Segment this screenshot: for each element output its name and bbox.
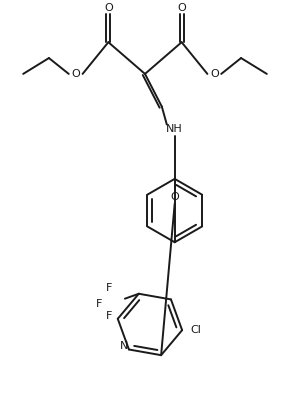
Text: F: F bbox=[96, 298, 102, 308]
Text: O: O bbox=[210, 69, 219, 79]
Text: N: N bbox=[120, 341, 128, 351]
Text: O: O bbox=[71, 69, 80, 79]
Text: O: O bbox=[170, 192, 179, 202]
Text: O: O bbox=[104, 3, 113, 13]
Text: F: F bbox=[106, 311, 112, 321]
Text: Cl: Cl bbox=[191, 325, 201, 335]
Text: F: F bbox=[106, 283, 112, 293]
Text: NH: NH bbox=[166, 125, 183, 134]
Text: O: O bbox=[177, 3, 186, 13]
